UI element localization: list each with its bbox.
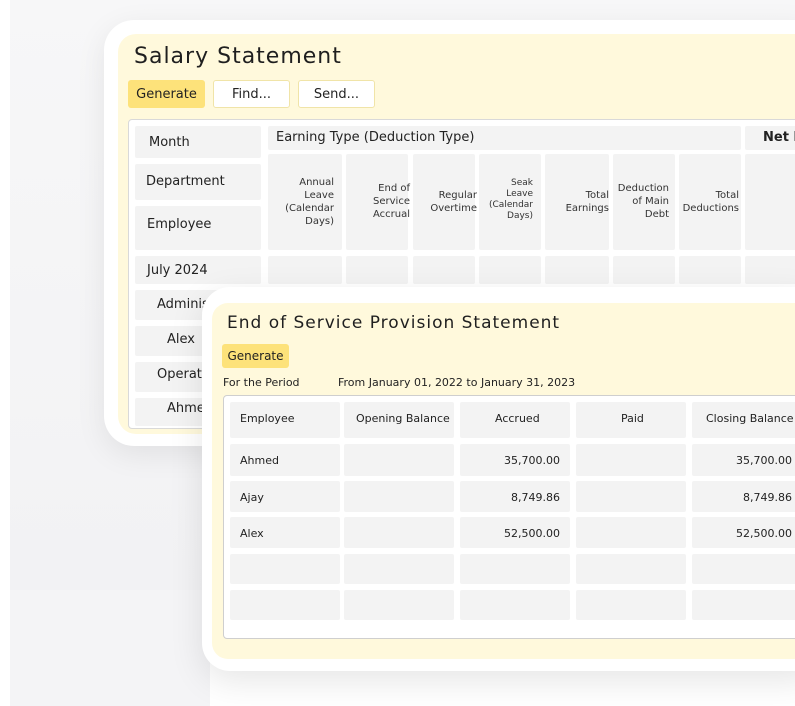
- table-row: [230, 517, 340, 548]
- col-annual-leave-cell: [268, 154, 342, 250]
- accrued-cell: [460, 444, 570, 476]
- emp1-label: Alex: [167, 332, 195, 347]
- dept1-label: Administ: [157, 297, 214, 312]
- background-shade-lower: [10, 590, 210, 706]
- earning-type-header-cell: [268, 126, 741, 150]
- eos-generate-button[interactable]: Generate: [222, 344, 289, 368]
- closing-value: 35,700.00: [736, 454, 792, 467]
- data-cell: [268, 256, 342, 284]
- col-eos-accrual-cell: [346, 154, 408, 250]
- header-employee: Employee: [240, 412, 295, 425]
- table-row: [230, 444, 340, 476]
- period-cell: [135, 256, 261, 284]
- data-cell: [479, 256, 541, 284]
- col-sick-leave: Seak Leave (Calendar Days): [489, 178, 533, 221]
- table-row: [230, 481, 340, 512]
- send-button[interactable]: Send...: [298, 80, 375, 108]
- col-regular-overtime-cell: [413, 154, 475, 250]
- data-cell: [613, 256, 675, 284]
- find-button[interactable]: Find...: [213, 80, 290, 108]
- department-cell: [135, 164, 261, 200]
- col-main-debt: Deduction of Main Debt: [617, 183, 669, 220]
- col-net-cell: [745, 154, 795, 250]
- employee-cell: [135, 206, 261, 250]
- empty-cell: [344, 590, 454, 620]
- period-label: For the Period: [223, 376, 300, 389]
- employee-name: Alex: [240, 527, 264, 540]
- employee-label: Employee: [147, 217, 212, 232]
- col-total-deductions: Total Deductions: [682, 190, 739, 214]
- empty-cell: [576, 590, 686, 620]
- accrued-value: 35,700.00: [504, 454, 560, 467]
- eos-statement-title: End of Service Provision Statement: [227, 313, 561, 333]
- month-cell: [135, 126, 261, 158]
- header-paid: Paid: [621, 412, 644, 425]
- data-cell: [413, 256, 475, 284]
- empty-cell: [344, 554, 454, 584]
- empty-cell: [230, 590, 340, 620]
- period-label: July 2024: [147, 263, 208, 278]
- header-closing-cell: [692, 402, 795, 438]
- empty-cell: [692, 554, 795, 584]
- col-total-earnings-cell: [545, 154, 609, 250]
- emp2-label: Ahme: [167, 401, 205, 416]
- empty-cell: [230, 554, 340, 584]
- closing-value: 8,749.86: [743, 491, 792, 504]
- header-closing: Closing Balance: [706, 412, 794, 425]
- department-label: Department: [146, 174, 225, 189]
- paid-cell: [576, 481, 686, 512]
- closing-value: 52,500.00: [736, 527, 792, 540]
- eos-table: Employee Opening Balance Accrued Paid Cl…: [223, 395, 795, 639]
- col-annual-leave: Annual Leave (Calendar Days): [285, 177, 334, 227]
- col-total-deductions-cell: [679, 154, 741, 250]
- data-cell: [679, 256, 741, 284]
- data-cell: [745, 256, 795, 284]
- generate-button[interactable]: Generate: [128, 80, 205, 108]
- accrued-cell: [460, 517, 570, 548]
- col-main-debt-cell: [613, 154, 675, 250]
- paid-cell: [576, 444, 686, 476]
- empty-cell: [460, 554, 570, 584]
- earning-type-header: Earning Type (Deduction Type): [276, 130, 475, 145]
- empty-cell: [576, 554, 686, 584]
- month-label: Month: [149, 135, 190, 150]
- employee-name: Ahmed: [240, 454, 279, 467]
- paid-cell: [576, 517, 686, 548]
- header-opening: Opening Balance: [356, 412, 450, 425]
- col-sick-leave-cell: [479, 154, 541, 250]
- col-total-earnings: Total Earnings: [565, 190, 609, 214]
- accrued-value: 52,500.00: [504, 527, 560, 540]
- net-header-cell: [745, 126, 795, 150]
- accrued-cell: [460, 481, 570, 512]
- data-cell: [346, 256, 408, 284]
- employee-name: Ajay: [240, 491, 264, 504]
- header-employee-cell: [230, 402, 340, 438]
- salary-statement-title: Salary Statement: [134, 44, 342, 69]
- opening-cell: [344, 481, 454, 512]
- header-paid-cell: [576, 402, 686, 438]
- col-eos-accrual: End of Service Accrual: [372, 183, 410, 220]
- header-opening-cell: [344, 402, 454, 438]
- net-header: Net P: [763, 130, 795, 145]
- empty-cell: [692, 590, 795, 620]
- opening-cell: [344, 444, 454, 476]
- opening-cell: [344, 517, 454, 548]
- header-accrued: Accrued: [495, 412, 540, 425]
- empty-cell: [460, 590, 570, 620]
- closing-cell: [692, 481, 795, 512]
- dept2-label: Operati: [157, 367, 206, 382]
- col-regular-overtime: Regular Overtime: [430, 190, 477, 214]
- data-cell: [545, 256, 609, 284]
- accrued-value: 8,749.86: [511, 491, 560, 504]
- header-accrued-cell: [460, 402, 570, 438]
- closing-cell: [692, 517, 795, 548]
- closing-cell: [692, 444, 795, 476]
- period-value: From January 01, 2022 to January 31, 202…: [338, 376, 576, 389]
